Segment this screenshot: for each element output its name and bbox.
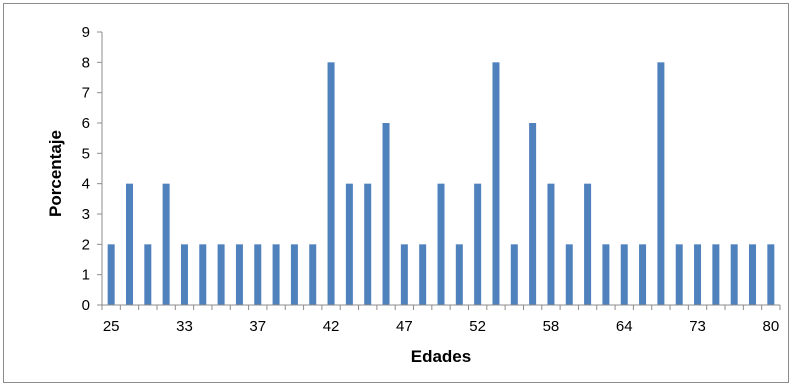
bar [144,244,152,305]
bar [272,244,280,305]
bar [675,244,683,305]
x-tick-label: 33 [176,318,193,335]
bar [345,183,353,305]
y-tick-label: 9 [82,24,90,41]
bar [492,62,500,306]
bar [364,183,372,305]
bar [107,244,115,305]
bar [547,183,555,305]
bar [309,244,317,305]
bar [125,183,133,305]
bar [620,244,628,305]
bar [199,244,207,305]
x-tick-label: 64 [616,318,633,335]
bar [400,244,408,305]
bar [529,123,537,305]
bar [217,244,225,305]
x-tick-label: 25 [103,318,120,335]
bar [382,123,390,305]
bar [419,244,427,305]
bar [767,244,775,305]
bar [180,244,188,305]
y-axis-ticks: 0 1 2 3 4 5 6 7 8 9 [82,24,102,314]
x-axis-title: Edades [411,347,471,366]
bar [565,244,573,305]
x-tick-label: 42 [323,318,340,335]
bar [712,244,720,305]
bar [657,62,665,306]
bar [235,244,243,305]
bar [437,183,445,305]
x-axis-ticks: 25 33 37 42 47 52 58 64 73 80 [101,305,781,335]
x-tick-label: 47 [396,318,413,335]
y-axis-title: Porcentaje [46,130,65,217]
bar [162,183,170,305]
y-tick-label: 8 [82,54,90,71]
bar [254,244,262,305]
x-tick-label: 73 [689,318,706,335]
bar [510,244,518,305]
x-tick-label: 52 [469,318,486,335]
bar [730,244,738,305]
y-tick-label: 1 [82,267,90,284]
bar [474,183,482,305]
y-tick-label: 7 [82,85,90,102]
y-tick-label: 5 [82,145,90,162]
y-tick-label: 2 [82,236,90,253]
bars [107,62,775,306]
bar [327,62,335,306]
bar [290,244,298,305]
bar [749,244,757,305]
bar [694,244,702,305]
bar [602,244,610,305]
y-tick-label: 6 [82,115,90,132]
bar [584,183,592,305]
y-tick-label: 0 [82,297,90,314]
y-tick-label: 3 [82,206,90,223]
x-tick-label: 58 [543,318,560,335]
bar [455,244,463,305]
bar [639,244,647,305]
y-tick-label: 4 [82,176,90,193]
x-tick-label: 80 [762,318,779,335]
x-tick-label: 37 [249,318,266,335]
